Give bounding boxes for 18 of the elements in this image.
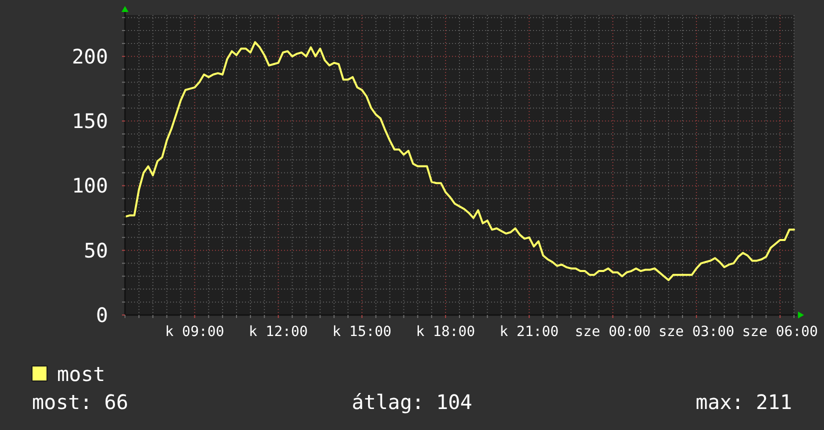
text: max: 211: [696, 390, 792, 414]
y-tick-label: 100: [72, 174, 108, 198]
x-tick-label: sze 03:00: [658, 324, 734, 340]
y-tick-label: 150: [72, 109, 108, 134]
x-tick-label: k 12:00: [248, 324, 308, 340]
x-tick-label: sze 06:00: [742, 324, 818, 340]
y-tick-label: 0: [96, 303, 108, 327]
y-tick-label: 200: [72, 44, 108, 68]
x-tick-label: k 09:00: [165, 324, 224, 340]
x-tick-label: k 21:00: [500, 324, 559, 340]
line-series: [124, 41, 795, 282]
x-tick-label: k 15:00: [332, 324, 392, 340]
text: most: 66: [32, 390, 128, 414]
x-tick-label: sze 00:00: [574, 324, 651, 340]
x-tick-label: k 18:00: [416, 324, 476, 340]
legend-label: most: [57, 362, 106, 386]
text: átlag: 104: [352, 390, 472, 414]
y-tick-label: 50: [84, 238, 108, 262]
